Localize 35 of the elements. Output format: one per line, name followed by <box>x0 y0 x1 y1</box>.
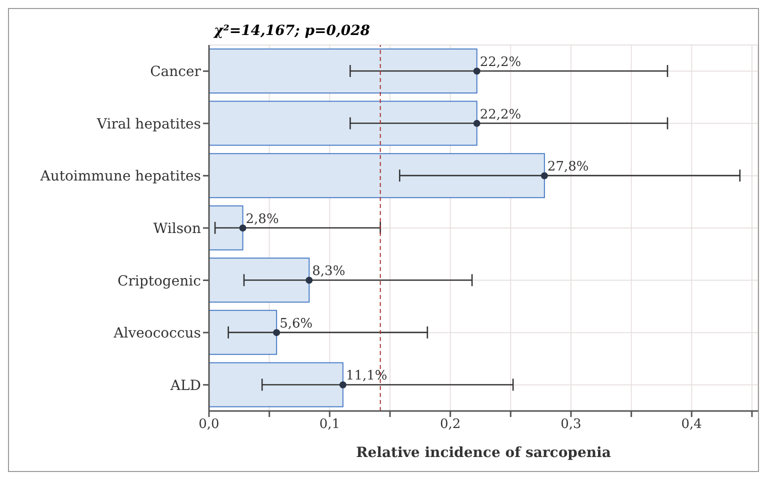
x-tick-label: 0,0 <box>198 417 220 432</box>
data-label: 22,2% <box>480 107 522 122</box>
y-tick-label: Alveococcus <box>112 326 201 342</box>
bar <box>209 48 478 94</box>
point <box>306 276 313 284</box>
data-label: 22,2% <box>480 55 522 70</box>
x-tick-label: 0,4 <box>681 417 702 432</box>
data-label: 5,6% <box>280 316 313 332</box>
point <box>473 68 480 75</box>
bar <box>209 310 278 355</box>
x-tick-label: 0,1 <box>319 417 340 432</box>
point <box>239 224 246 232</box>
point <box>473 120 480 127</box>
x-tick-label: 0,2 <box>440 417 461 432</box>
x-axis-title: Relative incidence of sarcopenia <box>356 445 611 461</box>
bar <box>209 153 545 198</box>
chart-title: χ²=14,167; p=0,028 <box>214 23 370 39</box>
y-tick-label: Autoimmune hepatites <box>39 168 201 185</box>
x-tick-label: 0,3 <box>560 417 582 432</box>
point <box>339 381 346 388</box>
data-label: 11,1% <box>346 368 388 384</box>
y-tick-label: Wilson <box>153 220 201 237</box>
bar <box>209 100 478 146</box>
data-label: 27,8% <box>547 160 589 175</box>
bar <box>209 205 244 250</box>
y-tick-label: ALD <box>169 378 201 394</box>
data-label: 8,3% <box>312 264 346 280</box>
point <box>273 329 280 336</box>
point <box>540 172 548 180</box>
y-tick-label: Criptogenic <box>118 273 202 290</box>
bar <box>209 258 310 303</box>
data-label: 2,8% <box>246 212 279 227</box>
bar <box>209 362 344 408</box>
y-tick-label: Cancer <box>150 64 202 80</box>
y-tick-label: Viral hepatites <box>96 116 201 132</box>
